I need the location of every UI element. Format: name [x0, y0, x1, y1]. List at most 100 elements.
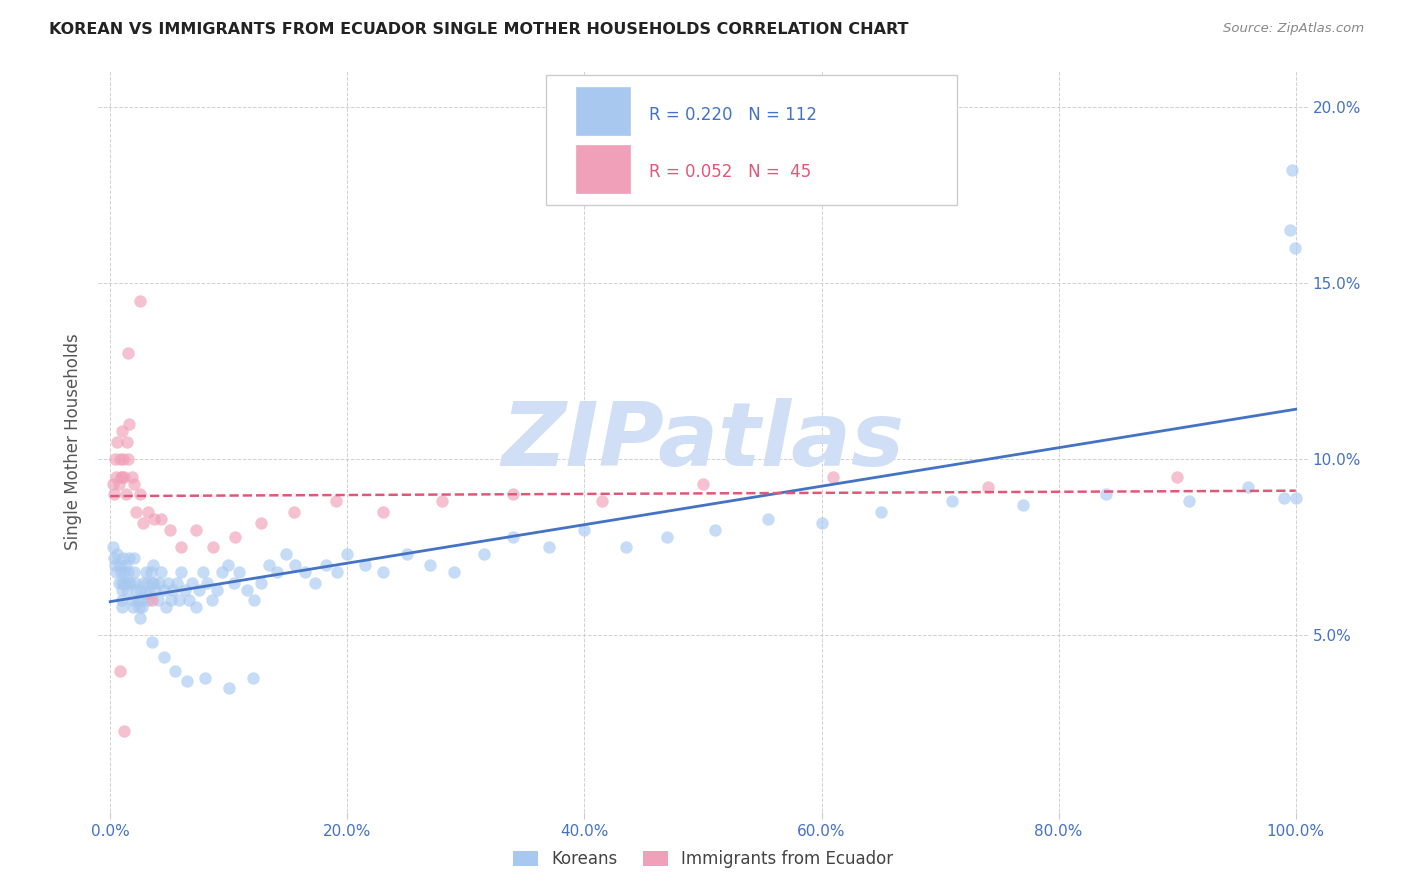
Point — [591, 494, 613, 508]
Point — [114, 723, 136, 738]
Point — [108, 664, 131, 678]
Point — [443, 565, 465, 579]
Point — [197, 575, 219, 590]
Point — [150, 565, 173, 579]
Point — [1237, 480, 1260, 494]
Point — [129, 487, 152, 501]
Point — [1166, 470, 1188, 484]
Point — [103, 487, 125, 501]
Point — [1284, 241, 1306, 255]
Point — [143, 575, 166, 590]
Point — [141, 635, 163, 649]
Point — [121, 600, 143, 615]
Point — [134, 586, 156, 600]
Point — [205, 582, 228, 597]
Point — [105, 434, 128, 449]
Point — [502, 487, 524, 501]
Point — [1272, 491, 1295, 505]
Text: KOREAN VS IMMIGRANTS FROM ECUADOR SINGLE MOTHER HOUSEHOLDS CORRELATION CHART: KOREAN VS IMMIGRANTS FROM ECUADOR SINGLE… — [49, 22, 908, 37]
Point — [117, 452, 139, 467]
Point — [148, 575, 170, 590]
Point — [143, 512, 166, 526]
Point — [294, 565, 316, 579]
Point — [115, 582, 138, 597]
Point — [202, 541, 225, 555]
Point — [110, 470, 132, 484]
Point — [218, 681, 240, 696]
Point — [125, 582, 148, 597]
Point — [274, 547, 297, 561]
Point — [114, 565, 136, 579]
Point — [129, 593, 152, 607]
Point — [111, 593, 134, 607]
Text: R = 0.052   N =  45: R = 0.052 N = 45 — [648, 163, 811, 181]
FancyBboxPatch shape — [576, 145, 630, 193]
Point — [132, 516, 155, 530]
Point — [283, 505, 305, 519]
Point — [201, 593, 224, 607]
Point — [114, 487, 136, 501]
Point — [325, 494, 347, 508]
Point — [152, 649, 174, 664]
Point — [136, 505, 159, 519]
Point — [159, 593, 181, 607]
Point — [315, 558, 337, 572]
Point — [110, 565, 132, 579]
Point — [188, 582, 211, 597]
Point — [141, 593, 163, 607]
Point — [129, 611, 152, 625]
Point — [105, 547, 128, 561]
Point — [138, 586, 160, 600]
Point — [131, 600, 153, 615]
Point — [136, 593, 159, 607]
Point — [111, 424, 134, 438]
Point — [108, 558, 131, 572]
Point — [165, 664, 187, 678]
Point — [157, 575, 180, 590]
Point — [472, 547, 495, 561]
Point — [101, 476, 124, 491]
Point — [107, 575, 129, 590]
Point — [114, 558, 136, 572]
Point — [112, 452, 135, 467]
Legend: Koreans, Immigrants from Ecuador: Koreans, Immigrants from Ecuador — [506, 844, 900, 875]
Point — [574, 523, 596, 537]
Point — [103, 550, 125, 565]
Text: Source: ZipAtlas.com: Source: ZipAtlas.com — [1223, 22, 1364, 36]
Point — [181, 575, 204, 590]
Point — [152, 582, 174, 597]
Point — [117, 575, 139, 590]
Point — [703, 523, 725, 537]
Point — [1281, 163, 1303, 178]
Point — [101, 541, 124, 555]
Point — [135, 565, 157, 579]
Point — [1095, 487, 1118, 501]
Point — [250, 575, 273, 590]
FancyBboxPatch shape — [576, 87, 630, 136]
Point — [105, 470, 128, 484]
Point — [823, 470, 845, 484]
Point — [170, 565, 193, 579]
Point — [159, 523, 181, 537]
Point — [122, 476, 145, 491]
Point — [122, 550, 145, 565]
Point — [120, 575, 142, 590]
Point — [502, 530, 524, 544]
Point — [419, 558, 441, 572]
Point — [537, 541, 560, 555]
Point — [217, 558, 239, 572]
Point — [224, 530, 246, 544]
Point — [174, 582, 197, 597]
Point — [177, 593, 200, 607]
Point — [117, 565, 139, 579]
Point — [114, 470, 136, 484]
Point — [129, 582, 152, 597]
Point — [170, 541, 193, 555]
Point — [235, 582, 257, 597]
Point — [127, 593, 149, 607]
Point — [1178, 494, 1201, 508]
Point — [257, 558, 280, 572]
Point — [118, 417, 141, 431]
Point — [129, 293, 152, 308]
Point — [284, 558, 307, 572]
